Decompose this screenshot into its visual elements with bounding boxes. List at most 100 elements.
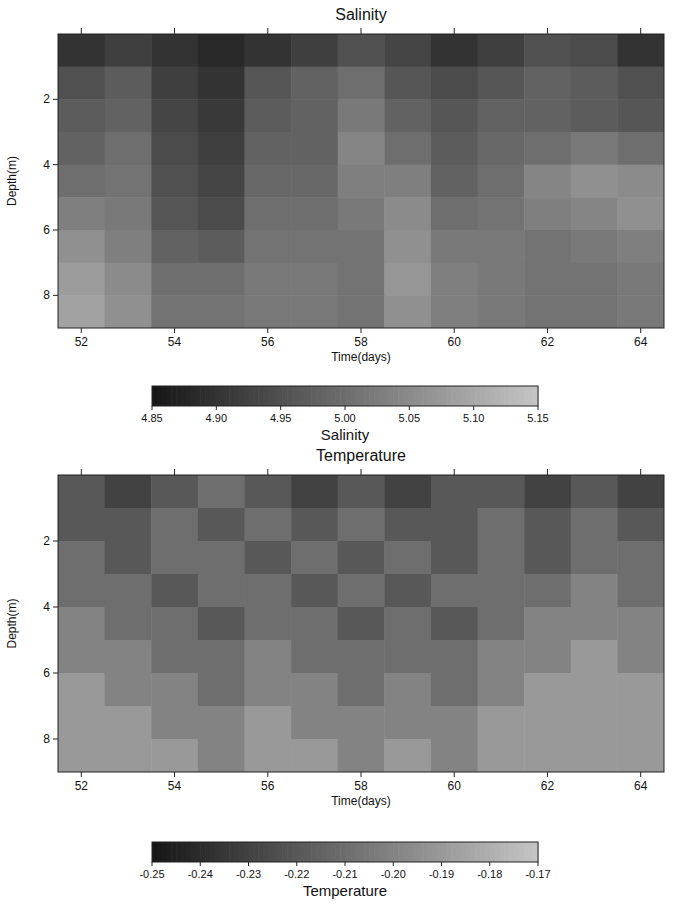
cell xyxy=(291,197,338,230)
colorbar-strip xyxy=(364,386,369,406)
y-tick-label: 8 xyxy=(43,288,50,302)
cell xyxy=(478,263,525,296)
x-tick-top xyxy=(174,469,175,475)
x-tick-label: 56 xyxy=(261,335,275,349)
x-tick-label: 52 xyxy=(75,779,89,793)
cell xyxy=(617,541,664,575)
cell xyxy=(617,475,664,509)
colorbar-strip xyxy=(456,842,461,862)
cell xyxy=(617,739,664,772)
cell xyxy=(244,99,291,132)
colorbar-strip xyxy=(528,386,533,406)
cell xyxy=(384,34,431,67)
cell xyxy=(338,132,385,165)
colorbar-strip xyxy=(292,386,297,406)
cell xyxy=(384,197,431,230)
panel: Salinity525456586062642468Time(days)Dept… xyxy=(5,6,665,443)
colorbar-strip xyxy=(215,386,220,406)
cell xyxy=(524,34,571,67)
cell xyxy=(524,574,571,608)
cell xyxy=(244,706,291,740)
colorbar-strip xyxy=(490,842,495,862)
y-tick xyxy=(53,295,58,296)
cell xyxy=(338,99,385,132)
colorbar-strip xyxy=(355,386,360,406)
colorbar-strip xyxy=(215,842,220,862)
cell xyxy=(524,739,571,772)
colorbar-strip xyxy=(181,842,186,862)
cell xyxy=(571,295,618,328)
colorbar-strip xyxy=(388,386,393,406)
x-tick-top xyxy=(640,28,641,34)
cell xyxy=(384,673,431,707)
cell xyxy=(524,132,571,165)
colorbar-strip xyxy=(253,842,258,862)
cell xyxy=(291,295,338,328)
cell xyxy=(105,508,152,542)
y-tick-label: 4 xyxy=(43,158,50,172)
colorbar-strip xyxy=(224,842,229,862)
cell xyxy=(244,673,291,707)
colorbar-strip xyxy=(524,386,529,406)
cell xyxy=(338,67,385,100)
cell xyxy=(431,132,478,165)
cell xyxy=(478,640,525,674)
cell xyxy=(384,706,431,740)
colorbar-strip xyxy=(393,842,398,862)
cell xyxy=(244,165,291,198)
cell xyxy=(431,706,478,740)
cell xyxy=(524,230,571,263)
cell xyxy=(291,475,338,509)
cell xyxy=(617,607,664,641)
cell xyxy=(244,475,291,509)
colorbar-strip xyxy=(490,386,495,406)
cell xyxy=(151,508,198,542)
colorbar-strip xyxy=(504,386,509,406)
colorbar-strip xyxy=(287,842,292,862)
cell xyxy=(105,739,152,772)
colorbar-strip xyxy=(514,386,519,406)
colorbar-strip xyxy=(287,386,292,406)
colorbar-strip xyxy=(369,842,374,862)
cell xyxy=(524,475,571,509)
cell xyxy=(384,508,431,542)
cell xyxy=(571,508,618,542)
cell xyxy=(431,295,478,328)
colorbar-strip xyxy=(273,842,278,862)
y-tick xyxy=(53,607,58,608)
colorbar-strip xyxy=(335,842,340,862)
colorbar-strip xyxy=(306,842,311,862)
cell xyxy=(58,263,105,296)
cell xyxy=(291,34,338,67)
cell xyxy=(58,34,105,67)
colorbar-strip xyxy=(239,386,244,406)
cell xyxy=(151,230,198,263)
cell xyxy=(105,640,152,674)
colorbar-strip xyxy=(374,386,379,406)
colorbar-strip xyxy=(263,386,268,406)
y-tick-label: 6 xyxy=(43,666,50,680)
cell xyxy=(198,541,245,575)
cell xyxy=(151,34,198,67)
colorbar-strip xyxy=(326,386,331,406)
cell xyxy=(524,197,571,230)
cell xyxy=(105,99,152,132)
cell xyxy=(431,34,478,67)
x-tick xyxy=(454,328,455,333)
cell xyxy=(478,673,525,707)
colorbar-strip xyxy=(437,842,442,862)
cell xyxy=(198,99,245,132)
x-tick xyxy=(174,328,175,333)
colorbar-strip xyxy=(359,386,364,406)
x-tick xyxy=(640,328,641,333)
colorbar-strip xyxy=(379,386,384,406)
cell xyxy=(431,99,478,132)
colorbar-strip xyxy=(408,842,413,862)
cell xyxy=(58,165,105,198)
colorbar-tick xyxy=(152,406,153,410)
cell xyxy=(478,574,525,608)
cells xyxy=(58,475,664,772)
colorbar-strip xyxy=(282,842,287,862)
colorbar-strip xyxy=(461,386,466,406)
cell xyxy=(384,99,431,132)
